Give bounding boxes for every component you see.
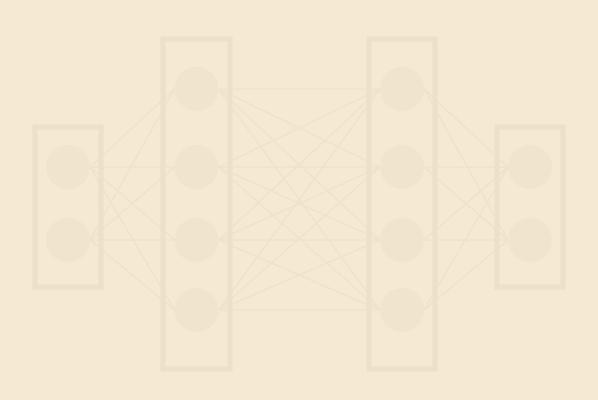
- hidden-layer-2-neuron-4: [380, 288, 424, 332]
- hidden-layer-1-neuron-2: [174, 145, 219, 189]
- neurons: [46, 67, 552, 332]
- connection-l2-0-1: [423, 88, 509, 241]
- output-layer-neuron-2: [508, 218, 552, 262]
- layer-boxes: [32, 36, 566, 372]
- connection-l1-3-2: [218, 239, 381, 311]
- connection-l0-0-0: [89, 88, 176, 168]
- connection-l1-3-0: [217, 88, 381, 311]
- connection-l0-0-3: [89, 166, 176, 311]
- connection-l0-1-1: [89, 166, 175, 241]
- input-layer-neuron-2: [46, 218, 90, 262]
- hidden-layer-2-box: [366, 36, 438, 372]
- hidden-layer-1-box: [160, 36, 233, 372]
- input-layer-neuron-1: [46, 145, 90, 189]
- hidden-layer-2-neuron-1: [380, 67, 424, 111]
- connection-l1-1-0: [218, 88, 381, 168]
- connection-l0-1-0: [89, 88, 176, 241]
- connection-l2-0-0: [423, 88, 509, 168]
- connection-l2-2-0: [423, 166, 509, 241]
- output-layer-box: [494, 124, 566, 290]
- hidden-layer-2-neuron-3: [380, 218, 424, 262]
- connection-l1-3-1: [218, 166, 381, 311]
- hidden-layer-2-neuron-2: [380, 145, 424, 189]
- connection-l2-3-0: [423, 166, 509, 311]
- hidden-layer-1-neuron-1: [174, 67, 219, 111]
- connection-l1-2-0: [217, 88, 381, 241]
- hidden-layer-1-neuron-3: [174, 218, 219, 262]
- connection-l1-2-1: [218, 166, 381, 241]
- input-layer-box: [32, 124, 104, 290]
- connection-l2-3-1: [423, 239, 509, 311]
- connection-l0-1-3: [89, 239, 175, 311]
- output-layer-neuron-1: [508, 145, 552, 189]
- connections: [89, 88, 509, 311]
- hidden-layer-1-neuron-4: [174, 288, 219, 332]
